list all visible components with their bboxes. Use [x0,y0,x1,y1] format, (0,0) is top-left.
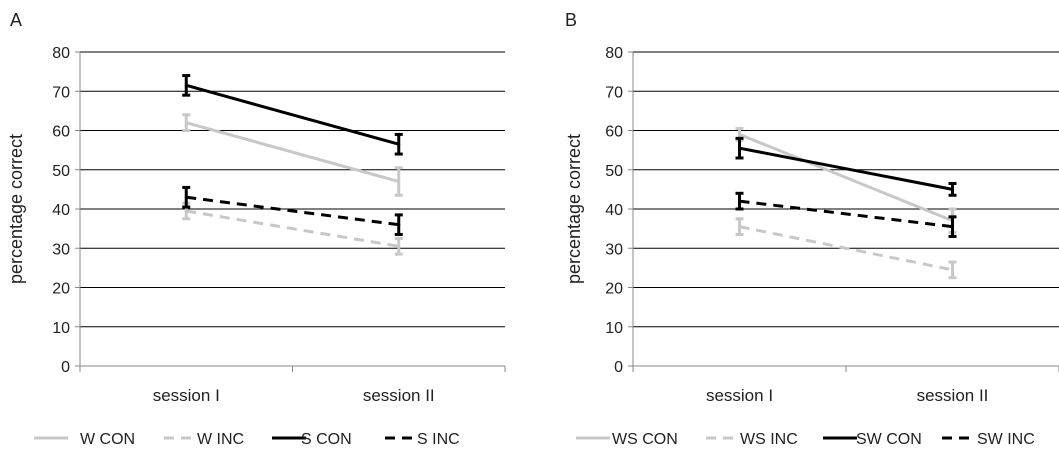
data-point [397,142,401,146]
data-point [951,225,954,229]
y-tick-label: 10 [52,320,70,337]
series-line-w-inc [186,209,399,248]
y-tick-label: 70 [605,84,623,101]
y-tick-label: 20 [605,281,623,298]
y-tick-label: 40 [52,202,70,219]
y-tick-label: 60 [52,124,70,141]
series-line-sw-inc [739,199,953,229]
y-tick-label: 30 [52,241,70,258]
y-tick-label: 10 [605,320,623,337]
y-tick-label: 60 [605,124,623,141]
y-tick-label: 40 [605,202,623,219]
data-point [397,223,401,227]
data-point [738,132,741,136]
y-tick-label: 70 [52,84,70,101]
x-tick-label: session II [363,386,435,405]
data-point [397,180,401,184]
chart-panel-b: B 0 10 20 30 40 50 60 70 80 session I session II per… [564,10,1059,448]
x-tick-label: session I [153,386,220,405]
y-tick-label: 30 [605,241,623,258]
data-point [738,146,741,150]
legend-label: SW CON [856,431,922,448]
y-tick-label: 50 [52,163,70,180]
data-point [184,209,188,213]
x-tick-label: session II [917,386,989,405]
chart-panel-a: A 0 10 20 30 40 50 60 70 80 session I session II per… [6,10,506,448]
y-axis-title: percentage correct [6,134,26,284]
series-line-w-con [185,121,400,183]
data-point [738,199,741,203]
legend-label: W INC [197,431,244,448]
series-line-sw-con [739,146,953,191]
y-tick-label: 50 [605,163,623,180]
y-tick-label: 0 [614,359,623,376]
y-tick-label: 20 [52,281,70,298]
legend-label: WS INC [740,431,798,448]
y-tick-label: 80 [605,45,623,62]
series-line-ws-inc [739,225,953,272]
series-line-s-con [185,83,400,146]
data-point [951,268,954,272]
legend-label: S CON [301,431,352,448]
legend-label: S INC [417,431,460,448]
series-line-ws-con [738,133,954,223]
data-point [397,244,401,248]
data-point [738,225,741,229]
data-point [951,187,954,191]
data-point [184,121,188,125]
y-tick-label: 0 [61,359,70,376]
legend-label: W CON [80,431,135,448]
x-tick-label: session I [706,386,773,405]
panel-label: A [10,10,22,30]
y-axis-title: percentage correct [564,134,584,284]
legend-label: SW INC [977,431,1035,448]
panel-label: B [565,10,577,30]
data-point [184,83,188,87]
legend-label: WS CON [612,431,678,448]
y-tick-label: 80 [52,45,70,62]
data-point [184,195,188,199]
series-line-s-inc [186,195,399,227]
